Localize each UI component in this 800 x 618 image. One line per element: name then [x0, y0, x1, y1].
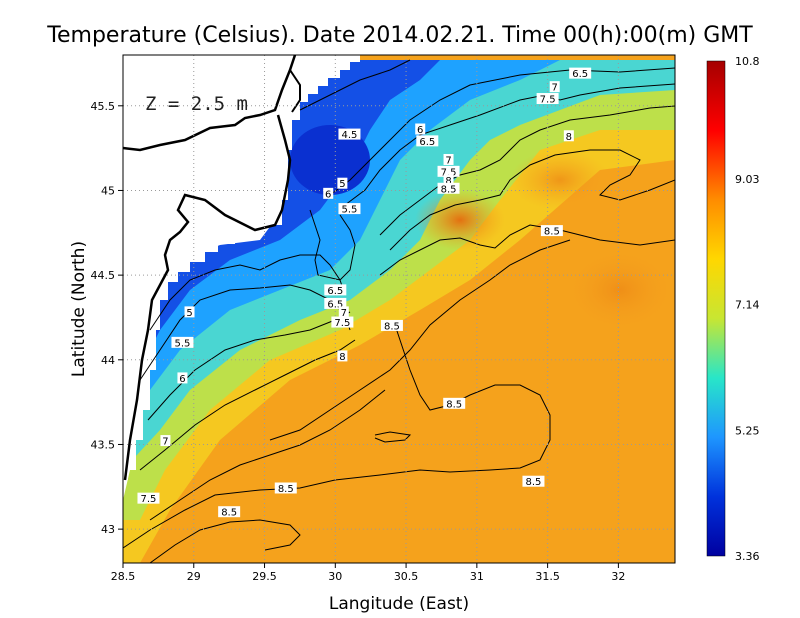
y-tick-label: 44	[101, 354, 115, 367]
contour-label: 8.5	[526, 477, 542, 488]
contour-label: 5.5	[174, 338, 190, 349]
contour-label: 5	[339, 179, 345, 190]
contour-label-background	[443, 397, 466, 409]
contour-label-background	[536, 93, 559, 105]
colorbar-labels: 10.8 9.03 7.14 5.25 3.36	[735, 55, 760, 563]
x-tick-label: 29	[187, 570, 201, 583]
contour-label-background	[160, 435, 171, 447]
contour-label: 8.5	[446, 399, 462, 410]
contour-label: 7.5	[334, 318, 350, 329]
contour-label-background	[540, 225, 563, 237]
contour-label: 8	[566, 132, 572, 143]
contour-label: 7	[445, 155, 451, 166]
contour-label-background	[338, 128, 361, 140]
x-axis: 28.5 29 29.5 30 30.5 31 31.5 32	[111, 563, 625, 583]
contour-label: 6.5	[327, 286, 343, 297]
y-tick-label: 43.5	[91, 438, 116, 451]
shelf-edge-mask	[123, 55, 360, 480]
x-tick-label: 29.5	[252, 570, 277, 583]
contour-label-background	[177, 372, 188, 384]
colorbar-tick-label: 7.14	[735, 299, 760, 312]
contour-label-background	[549, 81, 560, 93]
contour-label: 5	[186, 308, 192, 319]
contour-label: 8	[339, 352, 345, 363]
contour-label: 8.5	[384, 321, 400, 332]
contour-label-background	[443, 174, 454, 186]
colorbar-tick-label: 3.36	[735, 550, 760, 563]
contour-label: 5.5	[342, 205, 358, 216]
contour-label-background	[324, 284, 347, 296]
y-axis-label: Latitude (North)	[69, 241, 89, 377]
warm-patch-north	[415, 190, 505, 250]
contour-label-background	[323, 187, 334, 199]
contour-label: 7.5	[141, 494, 157, 505]
y-tick-label: 44.5	[91, 269, 116, 282]
warm-patch-northeast	[510, 150, 610, 210]
x-axis-label: Langitude (East)	[329, 594, 469, 614]
plot-frame	[122, 54, 676, 564]
contour-label: 6	[179, 374, 185, 385]
y-axis: 43 43.5 44 44.5 45 45.5	[91, 100, 123, 536]
contour-label: 4.5	[342, 130, 358, 141]
contour-label-background	[331, 316, 354, 328]
contour-label-background	[338, 203, 361, 215]
contour-label-background	[437, 182, 460, 194]
cold-core-patch	[290, 125, 370, 195]
contour-label-background	[443, 153, 454, 165]
contour-label: 6.5	[572, 69, 588, 80]
contour-label-background	[416, 135, 439, 147]
warm-patch-east	[560, 245, 675, 335]
x-tick-label: 31	[470, 570, 484, 583]
y-tick-label: 45	[101, 184, 115, 197]
chart-title: Temperature (Celsius). Date 2014.02.21. …	[46, 23, 753, 48]
y-tick-label: 45.5	[91, 100, 116, 113]
contour-label-background	[171, 336, 194, 348]
colorbar	[706, 60, 726, 557]
grid-lines	[123, 55, 675, 563]
contour-label-background	[218, 506, 241, 518]
contour-label: 8.5	[221, 508, 237, 519]
contour-label: 7.5	[441, 167, 457, 178]
contour-label: 8.5	[441, 184, 457, 195]
colorbar-tick-label: 5.25	[735, 424, 760, 437]
contour-label-background	[274, 482, 297, 494]
contour-label: 7	[552, 83, 558, 94]
contour-label: 6	[325, 189, 331, 200]
y-tick-label: 43	[101, 523, 115, 536]
contour-label-background	[415, 123, 426, 135]
coastline	[123, 55, 297, 481]
contour-label-background	[337, 177, 348, 189]
contour-label: 8	[445, 176, 451, 187]
contour-label-background	[337, 350, 348, 362]
contour-label: 7	[162, 437, 168, 448]
x-tick-label: 28.5	[111, 570, 136, 583]
contour-label: 6.5	[327, 299, 343, 310]
contour-label-background	[184, 306, 195, 318]
colorbar-tick-label: 10.8	[735, 55, 760, 68]
contour-label-background	[437, 165, 460, 177]
contour-label-background	[569, 67, 592, 79]
contour-label: 6	[417, 125, 423, 136]
contour-line	[299, 59, 411, 111]
x-tick-label: 30.5	[394, 570, 419, 583]
colorbar-tick-label: 9.03	[735, 173, 760, 186]
contour-label-background	[137, 492, 160, 504]
contour-label: 8.5	[278, 484, 294, 495]
contour-label-background	[563, 130, 574, 142]
contour-label-background	[324, 297, 347, 309]
contour-label-background	[522, 475, 545, 487]
x-tick-label: 30	[328, 570, 342, 583]
temperature-field	[123, 55, 675, 563]
contour-label: 6.5	[419, 137, 435, 148]
x-tick-label: 32	[611, 570, 625, 583]
contour-label: 8.5	[544, 227, 560, 238]
contour-label-background	[338, 306, 349, 318]
x-tick-label: 31.5	[535, 570, 560, 583]
depth-label: Z = 2.5 m	[145, 93, 248, 115]
contour-labels: 6.577.584.5 66.577.588.5565.58.56.56.577.…	[137, 67, 592, 519]
contour-label: 7.5	[540, 95, 556, 106]
contour-label: 7	[341, 308, 347, 319]
contour-label-background	[380, 319, 403, 331]
